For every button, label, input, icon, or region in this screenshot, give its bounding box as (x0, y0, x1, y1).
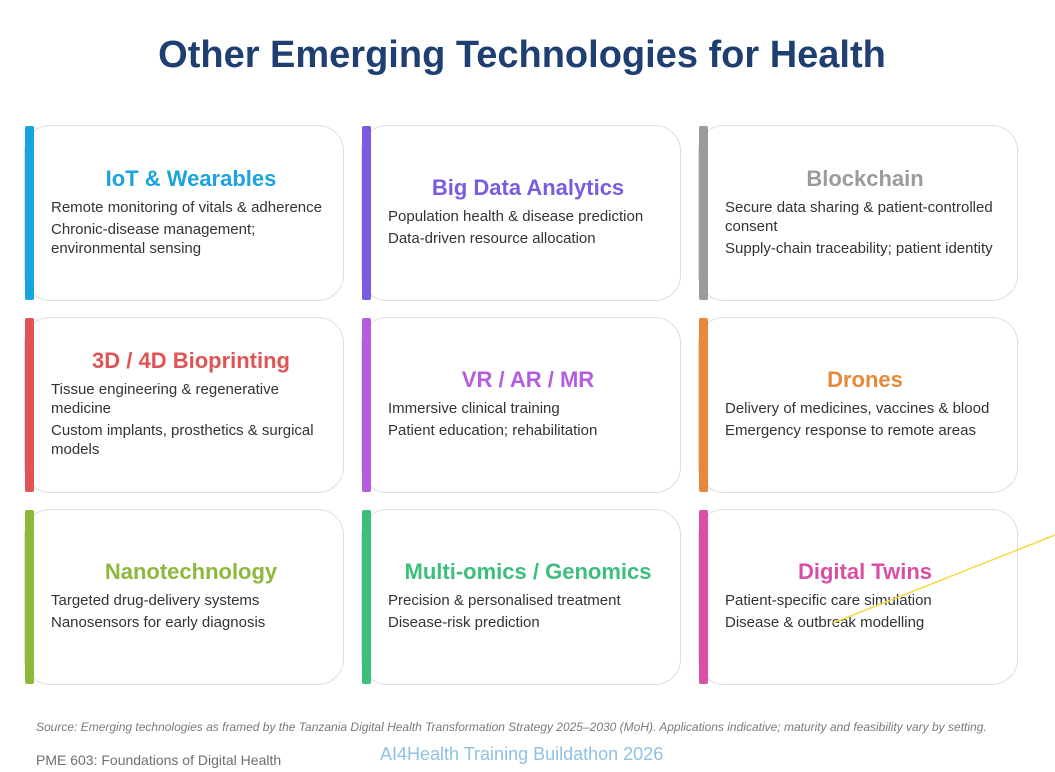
card-title: Blockchain (806, 165, 924, 191)
card-accent-bar (25, 318, 34, 492)
card-bullet: Targeted drug-delivery systems (51, 592, 260, 609)
card-accent-bar (699, 318, 708, 492)
card-bullet: Disease & outbreak modelling (725, 614, 925, 631)
card-accent-bar (25, 510, 34, 684)
card-bullet: Chronic-disease management; environmenta… (51, 220, 256, 257)
card-accent-bar (362, 510, 371, 684)
card-bullet: Supply-chain traceability; patient ident… (725, 239, 993, 257)
event-label: AI4Health Training Buildathon 2026 (380, 744, 664, 764)
card-digital-twins: Digital Twins Patient-specific care simu… (698, 509, 1018, 685)
card-title: Big Data Analytics (431, 175, 625, 200)
card-nanotechnology: Nanotechnology Targeted drug-delivery sy… (24, 509, 344, 685)
card-title: Nanotechnology (104, 559, 278, 584)
card-title: Drones (827, 367, 903, 392)
card-multi-omics-genomics: Multi-omics / Genomics Precision & perso… (361, 509, 681, 685)
course-label: PME 603: Foundations of Digital Health (36, 752, 282, 768)
card-title: IoT & Wearables (105, 165, 277, 191)
card-bullet: Nanosensors for early diagnosis (51, 614, 266, 631)
card-bullet: Population health & disease prediction (388, 208, 644, 225)
card-bullet: Immersive clinical training (388, 400, 560, 417)
card-accent-bar (362, 318, 371, 492)
card-bullet: Patient-specific care simulation (725, 592, 932, 609)
card-drones: Drones Delivery of medicines, vaccines &… (698, 317, 1018, 493)
card-title: VR / AR / MR (461, 367, 595, 392)
card-title: 3D / 4D Bioprinting (92, 348, 290, 373)
card-bioprinting: 3D / 4D Bioprinting Tissue engineering &… (24, 317, 344, 493)
card-bullet: Data-driven resource allocation (388, 230, 596, 247)
card-bullet: Precision & personalised treatment (388, 592, 621, 609)
technology-grid: IoT & Wearables Remote monitoring of vit… (24, 125, 1018, 685)
card-accent-bar (699, 126, 708, 300)
card-bullet: Remote monitoring of vitals & adherence (51, 198, 322, 216)
card-bullet: Custom implants, prosthetics & surgical … (51, 422, 314, 458)
card-accent-bar (25, 126, 34, 300)
card-iot-wearables: IoT & Wearables Remote monitoring of vit… (24, 125, 344, 301)
card-title: Digital Twins (797, 559, 933, 584)
source-note: Source: Emerging technologies as framed … (36, 720, 987, 734)
card-bullet: Secure data sharing & patient-controlled… (725, 198, 993, 235)
card-accent-bar (699, 510, 708, 684)
card-big-data-analytics: Big Data Analytics Population health & d… (361, 125, 681, 301)
card-bullet: Emergency response to remote areas (725, 422, 976, 439)
card-title: Multi-omics / Genomics (404, 559, 652, 584)
card-bullet: Tissue engineering & regenerative medici… (51, 381, 279, 417)
slide-title: Other Emerging Technologies for Health (158, 34, 886, 76)
card-vr-ar-mr: VR / AR / MR Immersive clinical training… (361, 317, 681, 493)
card-bullet: Disease-risk prediction (388, 614, 540, 631)
card-bullet: Delivery of medicines, vaccines & blood (725, 400, 990, 417)
card-bullet: Patient education; rehabilitation (388, 422, 598, 439)
card-blockchain: Blockchain Secure data sharing & patient… (698, 125, 1018, 301)
card-accent-bar (362, 126, 371, 300)
